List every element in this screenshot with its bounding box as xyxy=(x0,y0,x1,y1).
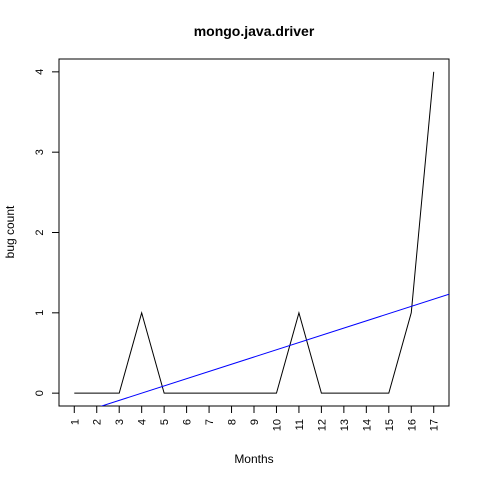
x-tick-label: 2 xyxy=(92,419,104,425)
x-axis-label: Months xyxy=(234,452,273,466)
x-tick-label: 5 xyxy=(159,419,171,425)
x-tick-label: 11 xyxy=(294,419,306,430)
y-axis-label: bug count xyxy=(3,205,17,258)
y-tick-label: 2 xyxy=(34,229,46,235)
x-tick-label: 16 xyxy=(406,419,418,431)
x-tick-label: 1 xyxy=(69,419,81,425)
x-tick-label: 10 xyxy=(271,419,283,431)
x-tick-label: 9 xyxy=(249,419,261,425)
x-tick-label: 14 xyxy=(361,419,373,431)
plot-box xyxy=(58,58,450,407)
y-tick-label: 4 xyxy=(34,69,46,75)
x-tick-label: 6 xyxy=(182,419,194,425)
x-tick-label: 17 xyxy=(429,419,441,431)
x-tick-label: 3 xyxy=(114,419,126,425)
x-tick-label: 15 xyxy=(384,419,396,431)
trend-line xyxy=(100,293,449,406)
y-tick-label: 0 xyxy=(34,390,46,396)
x-tick-label: 13 xyxy=(339,419,351,431)
y-tick-label: 3 xyxy=(34,149,46,155)
x-tick-label: 4 xyxy=(137,419,149,425)
y-tick-label: 1 xyxy=(34,310,46,316)
chart-title: mongo.java.driver xyxy=(194,23,315,39)
x-tick-label: 8 xyxy=(227,419,239,425)
bug-count-series-line xyxy=(74,71,435,394)
x-tick-label: 12 xyxy=(316,419,328,431)
x-tick-label: 7 xyxy=(204,419,216,425)
